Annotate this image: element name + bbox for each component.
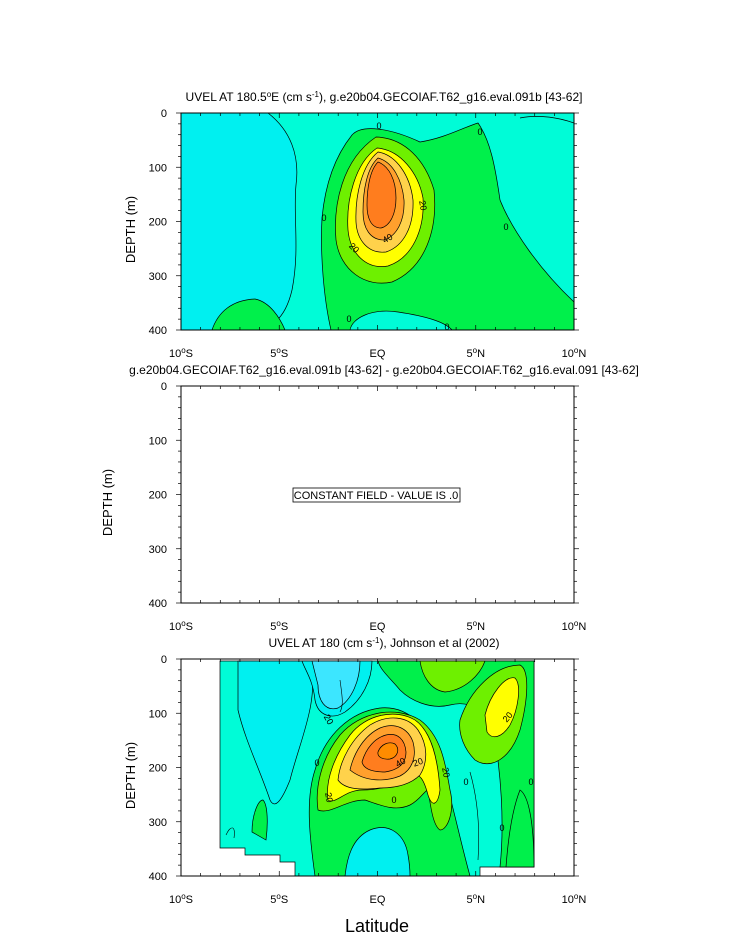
y-axis-title: DEPTH (m) [100, 469, 115, 536]
y-tick-label: 300 [149, 544, 167, 556]
panel1-title: UVEL AT 180.5oE (cm s-1), g.e20b04.GECOI… [186, 90, 583, 104]
panel3-clabel: 0 [528, 777, 533, 787]
y-tick-label: 100 [149, 708, 167, 720]
x-tick-label: 5oS [270, 346, 288, 360]
x-tick-label: 5oN [466, 346, 485, 360]
y-tick-label: 0 [161, 381, 167, 393]
x-tick-label: EQ [370, 621, 386, 633]
x-tick-label: EQ [370, 348, 386, 360]
panel1-clabel: 0 [477, 127, 482, 137]
x-tick-label: 10oS [169, 346, 193, 360]
fill-green-sw [211, 298, 286, 330]
panel1-clabel: 0 [346, 314, 351, 324]
y-tick-label: 400 [149, 871, 167, 883]
y-tick-label: 300 [149, 817, 167, 829]
constant-field-box [292, 487, 461, 503]
fill-lightgreen-north [419, 660, 486, 693]
fill-skyblue [311, 660, 361, 710]
panel1-clabel: 0 [444, 322, 449, 332]
panel3-title: UVEL AT 180 (cm s-1), Johnson et al (200… [268, 636, 499, 650]
fill-cyan-deep [344, 827, 411, 876]
x-tick-label: 5oS [270, 892, 288, 906]
y-tick-label: 200 [149, 490, 167, 502]
x-tick-label: 5oS [270, 619, 288, 633]
y-tick-label: 100 [149, 435, 167, 447]
fill-cyan-west [181, 113, 298, 330]
panel3-contour-fills [219, 660, 535, 876]
panel3-clabel: 20 [323, 792, 335, 804]
panel3-clabel: 0 [391, 795, 396, 805]
panel3-clabel: 40 [394, 756, 408, 770]
x-tick-label: 5oN [466, 619, 485, 633]
y-tick-label: 0 [161, 108, 167, 120]
x-tick-label: EQ [370, 894, 386, 906]
panel1-contour-fills [181, 113, 574, 330]
fill-green-far-east [505, 789, 535, 868]
panel3-clabel: 20 [440, 767, 452, 779]
panel3-contour-labels: 20 20 20 20 20 40 0 0 0 0 0 [314, 710, 533, 833]
panel2-title: g.e20b04.GECOIAF.T62_g16.eval.091b [43-6… [129, 363, 639, 377]
x-tick-label: 5oN [466, 892, 485, 906]
y-tick-label: 200 [149, 763, 167, 775]
panel3-clabel: 20 [322, 713, 336, 727]
panel-model-uvel: UVEL AT 180.5oE (cm s-1), g.e20b04.GECOI… [123, 90, 586, 360]
fill-core [377, 742, 399, 760]
x-tick-label: 10oN [562, 619, 587, 633]
fill-yellow-ne [484, 677, 519, 738]
y-tick-label: 300 [149, 271, 167, 283]
y-axis-title: DEPTH (m) [123, 196, 138, 263]
y-tick-label: 200 [149, 217, 167, 229]
panel1-clabel: 0 [376, 121, 381, 131]
panel-johnson-uvel: UVEL AT 180 (cm s-1), Johnson et al (200… [123, 636, 586, 906]
contour-lines [225, 679, 480, 861]
panel1-contour-labels: 0 0 0 0 0 0 20 20 40 [321, 121, 508, 332]
x-tick-label: 10oS [169, 619, 193, 633]
panel1-clabel: 0 [503, 222, 508, 232]
x-tick-label: 10oN [562, 346, 587, 360]
y-tick-label: 400 [149, 325, 167, 337]
fill-darkorange [366, 161, 397, 229]
panel1-clabel: 20 [417, 200, 429, 212]
panel-difference: g.e20b04.GECOIAF.T62_g16.eval.091b [43-6… [100, 363, 639, 633]
x-tick-label: 10oN [562, 892, 587, 906]
panel3-clabel: 0 [463, 777, 468, 787]
x-axis-title: Latitude [345, 916, 409, 936]
fill-aqua-south [349, 310, 453, 330]
fill-cyan-west [237, 660, 314, 805]
panel1-clabel: 40 [381, 232, 395, 246]
y-tick-label: 0 [161, 654, 167, 666]
panel1-clabel: 0 [321, 213, 326, 223]
panel3-clabel: 20 [501, 710, 515, 724]
panel3-clabel: 0 [314, 758, 319, 768]
constant-field-label: CONSTANT FIELD - VALUE IS .0 [294, 490, 458, 502]
panel3-clabel: 0 [499, 823, 504, 833]
panel2-axes: 10oS 5oS EQ 5oN 10oN 0 100 200 300 400 DEPTH (m) [100, 381, 586, 633]
y-axis-title: DEPTH (m) [123, 742, 138, 809]
contour-line-ne [519, 116, 574, 124]
panel3-clabel: 20 [412, 756, 425, 769]
y-tick-label: 400 [149, 598, 167, 610]
fill-green-south [251, 799, 268, 841]
y-tick-label: 100 [149, 162, 167, 174]
x-tick-label: 10oS [169, 892, 193, 906]
